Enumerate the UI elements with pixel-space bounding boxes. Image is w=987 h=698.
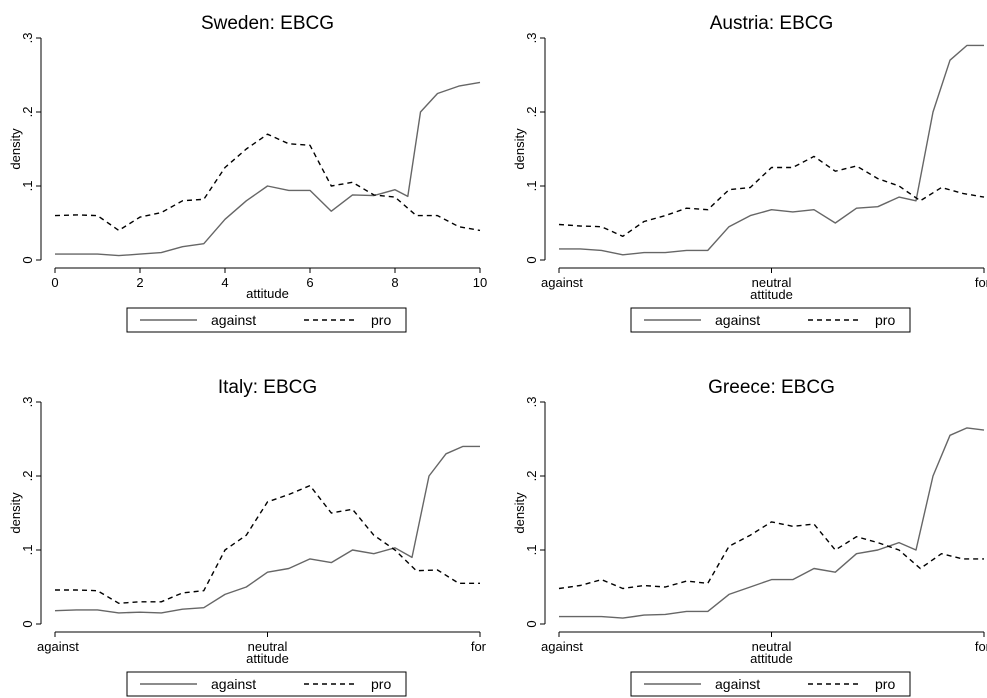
y-tick-label: .1	[524, 181, 539, 192]
y-tick-label: .3	[20, 33, 35, 44]
y-tick-label: .3	[20, 397, 35, 408]
chart-panel-0: Sweden: EBCG 0 .1 .2 .3 0 2 4 6 8 10 attitude densit…	[8, 13, 487, 333]
x-tick-label: for	[975, 639, 987, 654]
y-tick-label: .3	[524, 397, 539, 408]
series-line-against	[559, 427, 985, 619]
series-line-pro	[558, 521, 984, 590]
x-axis-label: attitude	[750, 651, 793, 666]
y-axis-label: density	[512, 128, 527, 170]
x-tick-label: 10	[473, 275, 487, 290]
legend-label-pro: pro	[875, 676, 895, 692]
x-tick-label: for	[471, 639, 487, 654]
series-line-against	[559, 44, 984, 256]
chart-title: Austria: EBCG	[710, 13, 834, 34]
y-tick-label: .1	[20, 181, 35, 192]
x-tick-label: against	[541, 275, 583, 290]
series-line-against	[54, 445, 480, 614]
x-axis-label: attitude	[750, 287, 793, 302]
x-tick-label: against	[541, 639, 583, 654]
legend-label-pro: pro	[371, 676, 391, 692]
y-tick-label: .2	[524, 471, 539, 482]
legend-label-against: against	[211, 312, 256, 328]
chart-panel-1: Austria: EBCG 0 .1 .2 .3 against neutral for att…	[512, 13, 987, 333]
series-line-pro	[558, 155, 985, 238]
y-tick-label: .2	[524, 107, 539, 118]
legend-label-against: against	[715, 312, 760, 328]
y-tick-label: .3	[524, 33, 539, 44]
series-line-pro	[55, 484, 480, 605]
y-tick-label: 0	[20, 256, 35, 263]
chart-panel-3: Greece: EBCG 0 .1 .2 .3 against neutral for atti…	[512, 377, 987, 697]
y-axis-label: density	[8, 128, 23, 170]
x-tick-label: 8	[391, 275, 398, 290]
x-tick-label: for	[975, 275, 987, 290]
x-tick-label: 4	[221, 275, 228, 290]
chart-panel-2: Italy: EBCG 0 .1 .2 .3 against neutral for attit…	[8, 377, 487, 697]
chart-title: Sweden: EBCG	[201, 13, 334, 34]
y-tick-label: 0	[20, 620, 35, 627]
y-tick-label: .1	[524, 545, 539, 556]
legend-label-pro: pro	[875, 312, 895, 328]
series-line-against	[55, 81, 481, 257]
x-axis-label: attitude	[246, 286, 289, 301]
legend-label-against: against	[211, 676, 256, 692]
y-tick-label: 0	[524, 256, 539, 263]
x-tick-label: neutral	[752, 639, 792, 654]
y-axis-label: density	[8, 492, 23, 534]
x-tick-label: neutral	[248, 639, 288, 654]
y-tick-label: .2	[20, 107, 35, 118]
y-tick-label: .1	[20, 545, 35, 556]
x-tick-label: neutral	[752, 275, 792, 290]
series-line-pro	[54, 133, 481, 232]
x-axis-label: attitude	[246, 651, 289, 666]
y-tick-label: 0	[524, 620, 539, 627]
x-tick-label: 2	[136, 275, 143, 290]
y-tick-label: .2	[20, 471, 35, 482]
x-tick-label: 6	[306, 275, 313, 290]
x-tick-label: against	[37, 639, 79, 654]
legend-label-against: against	[715, 676, 760, 692]
chart-title: Italy: EBCG	[218, 377, 317, 398]
x-tick-label: 0	[51, 275, 58, 290]
y-axis-label: density	[512, 492, 527, 534]
legend-label-pro: pro	[371, 312, 391, 328]
chart-title: Greece: EBCG	[708, 377, 835, 398]
